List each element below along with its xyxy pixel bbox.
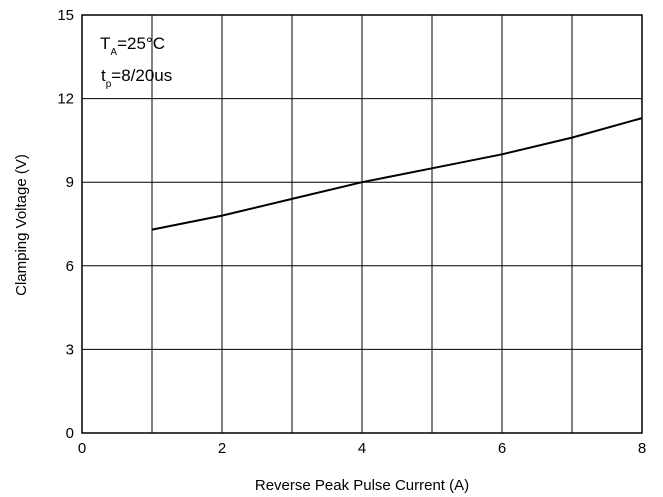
x-tick-label: 0 [78,440,86,457]
x-tick-label: 8 [638,440,646,457]
y-tick-label: 12 [57,91,74,108]
x-axis-title: Reverse Peak Pulse Current (A) [255,477,469,494]
y-tick-label: 3 [66,341,74,358]
y-tick-labels: 0 3 6 9 12 15 [57,7,74,442]
x-tick-label: 2 [218,440,226,457]
y-tick-label: 9 [66,174,74,191]
temperature-condition: TA=25°C [100,34,165,58]
conditions-box [84,16,150,94]
y-tick-label: 15 [57,7,74,24]
plot-frame [81,14,643,434]
x-tick-label: 6 [498,440,506,457]
y-tick-label: 0 [66,425,74,442]
series-line [151,117,643,231]
x-tick-labels: 0 2 4 6 8 [78,440,646,457]
pulse-condition: tp=8/20us [101,66,172,90]
y-axis-title: Clamping Voltage (V) [13,154,30,296]
x-tick-label: 4 [358,440,366,457]
y-tick-label: 6 [66,258,74,275]
